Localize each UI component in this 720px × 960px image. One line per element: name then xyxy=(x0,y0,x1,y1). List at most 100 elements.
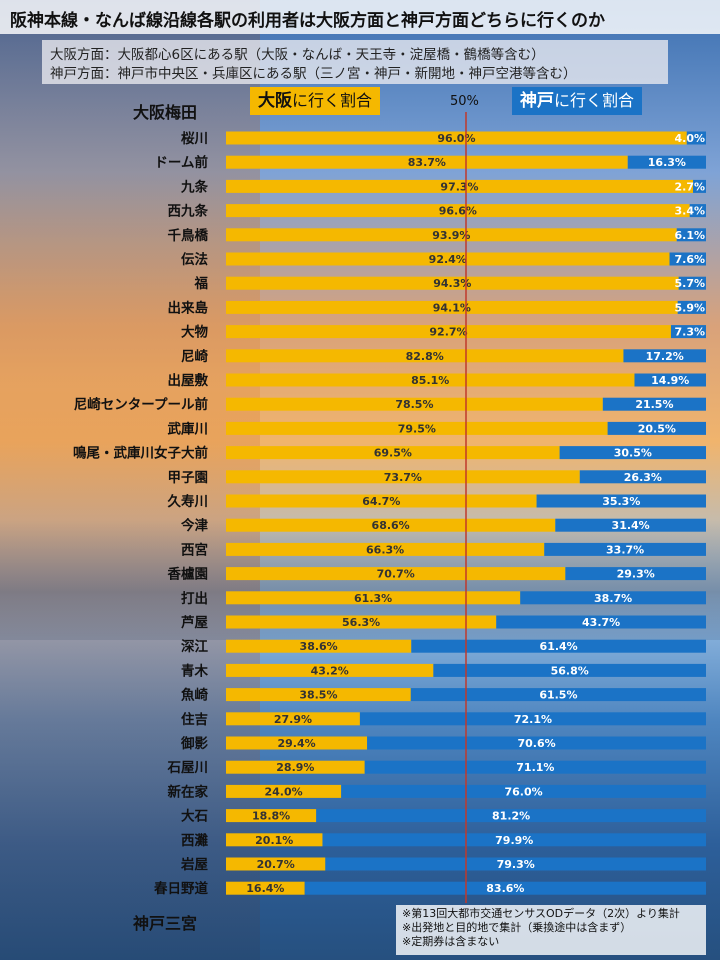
osaka-value-label: 24.0% xyxy=(265,785,303,798)
kobe-value-label: 56.8% xyxy=(551,664,589,677)
kobe-value-label: 7.6% xyxy=(674,253,705,266)
bar-osaka xyxy=(226,615,497,629)
station-label: 新在家 xyxy=(168,783,209,800)
kobe-value-label: 16.3% xyxy=(648,156,686,169)
station-label: 甲子園 xyxy=(168,470,209,486)
station-label: 住吉 xyxy=(181,711,208,728)
bar-kobe xyxy=(623,349,706,363)
bar-osaka xyxy=(226,470,580,484)
kobe-value-label: 14.9% xyxy=(651,374,689,387)
bar-osaka xyxy=(226,446,560,460)
bar-osaka xyxy=(226,276,679,290)
station-label: 桜川 xyxy=(181,130,208,147)
bar-osaka xyxy=(226,252,670,266)
station-label: 尼崎 xyxy=(181,348,208,365)
station-label: 大物 xyxy=(181,324,208,341)
station-label: 石屋川 xyxy=(167,760,209,776)
bar-kobe xyxy=(304,881,706,895)
kobe-value-label: 26.3% xyxy=(624,471,662,484)
bar-osaka xyxy=(226,591,521,605)
legend-kobe-rest: に行く割合 xyxy=(554,91,635,110)
osaka-value-label: 94.3% xyxy=(433,277,471,290)
bar-kobe xyxy=(602,397,706,411)
kobe-value-label: 20.5% xyxy=(638,422,676,435)
station-label: 伝法 xyxy=(181,251,208,268)
kobe-value-label: 76.0% xyxy=(505,785,543,798)
kobe-value-label: 17.2% xyxy=(646,350,684,363)
station-label: 千鳥橋 xyxy=(168,227,209,244)
osaka-value-label: 92.7% xyxy=(429,326,467,339)
kobe-value-label: 35.3% xyxy=(602,495,640,508)
bar-kobe xyxy=(607,421,706,435)
bar-osaka xyxy=(226,760,365,774)
bar-osaka xyxy=(226,881,305,895)
bar-osaka xyxy=(226,784,342,798)
kobe-definition: 神戸方面：神戸市中央区・兵庫区にある駅（三ノ宮・神戸・新開地・神戸空港等含む） xyxy=(50,66,577,82)
bar-osaka xyxy=(226,518,556,532)
kobe-value-label: 4.0% xyxy=(674,132,705,145)
bar-osaka xyxy=(226,373,635,387)
osaka-value-label: 20.7% xyxy=(257,858,295,871)
bar-kobe xyxy=(676,228,706,242)
chart-title: 阪神本線・なんば線沿線各駅の利用者は大阪方面と神戸方面どちらに行くのか xyxy=(10,11,605,31)
station-label: 岩屋 xyxy=(180,856,208,873)
bar-kobe xyxy=(520,591,706,605)
kobe-value-label: 29.3% xyxy=(617,568,655,581)
bar-osaka xyxy=(226,228,677,242)
bar-osaka xyxy=(226,494,537,508)
osaka-value-label: 61.3% xyxy=(354,592,392,605)
osaka-value-label: 96.0% xyxy=(437,132,475,145)
bar-osaka xyxy=(226,663,434,677)
kobe-value-label: 38.7% xyxy=(594,592,632,605)
legend-kobe: 神戸に行く割合 xyxy=(512,87,643,115)
station-label: 御影 xyxy=(180,735,208,752)
kobe-value-label: 30.5% xyxy=(614,447,652,460)
station-label: 出屋敷 xyxy=(168,372,209,389)
bar-osaka xyxy=(226,155,628,169)
station-label: 西九条 xyxy=(168,203,209,220)
kobe-value-label: 70.6% xyxy=(517,737,555,750)
osaka-value-label: 18.8% xyxy=(252,810,290,823)
osaka-value-label: 79.5% xyxy=(398,422,436,435)
bar-osaka xyxy=(226,421,608,435)
kobe-value-label: 21.5% xyxy=(635,398,673,411)
osaka-value-label: 29.4% xyxy=(277,737,315,750)
osaka-value-label: 38.5% xyxy=(299,689,337,702)
bar-osaka xyxy=(226,349,624,363)
bar-kobe xyxy=(634,373,706,387)
bar-kobe xyxy=(693,179,706,193)
bar-kobe xyxy=(536,494,706,508)
osaka-value-label: 16.4% xyxy=(246,882,284,895)
station-label: ドーム前 xyxy=(154,154,208,171)
legend-osaka-rest: に行く割合 xyxy=(292,91,373,110)
station-label: 武庫川 xyxy=(168,420,209,437)
kobe-value-label: 2.7% xyxy=(674,180,705,193)
bar-osaka xyxy=(226,542,545,556)
osaka-definition: 大阪方面：大阪都心6区にある駅（大阪・なんば・天王寺・淀屋橋・鶴橋等含む） xyxy=(50,47,545,63)
legend-osaka: 大阪に行く割合 xyxy=(250,87,381,115)
terminal-top: 大阪梅田 xyxy=(133,103,198,122)
osaka-value-label: 20.1% xyxy=(255,834,293,847)
footnote-2: ※出発地と目的地で集計（乗換途中は含まず） xyxy=(402,921,632,934)
bar-osaka xyxy=(226,736,368,750)
station-label: 久寿川 xyxy=(168,493,209,510)
osaka-value-label: 56.3% xyxy=(342,616,380,629)
bar-kobe xyxy=(677,300,706,314)
station-label: 尼崎センタープール前 xyxy=(74,396,209,413)
kobe-value-label: 5.9% xyxy=(674,301,705,314)
background-sunset xyxy=(0,0,260,960)
bar-osaka xyxy=(226,397,603,411)
kobe-value-label: 5.7% xyxy=(674,277,705,290)
kobe-value-label: 3.4% xyxy=(674,205,705,218)
bar-kobe xyxy=(669,252,706,266)
bar-kobe xyxy=(411,639,706,653)
bar-kobe xyxy=(579,470,706,484)
station-label: 春日野道 xyxy=(153,880,208,897)
bar-kobe xyxy=(433,663,706,677)
station-label: 打出 xyxy=(181,590,208,607)
footnote-3: ※定期券は含まない xyxy=(402,935,500,948)
bar-kobe xyxy=(359,712,706,726)
midpoint-label: 50% xyxy=(450,94,479,109)
osaka-value-label: 28.9% xyxy=(276,761,314,774)
osaka-value-label: 92.4% xyxy=(429,253,467,266)
